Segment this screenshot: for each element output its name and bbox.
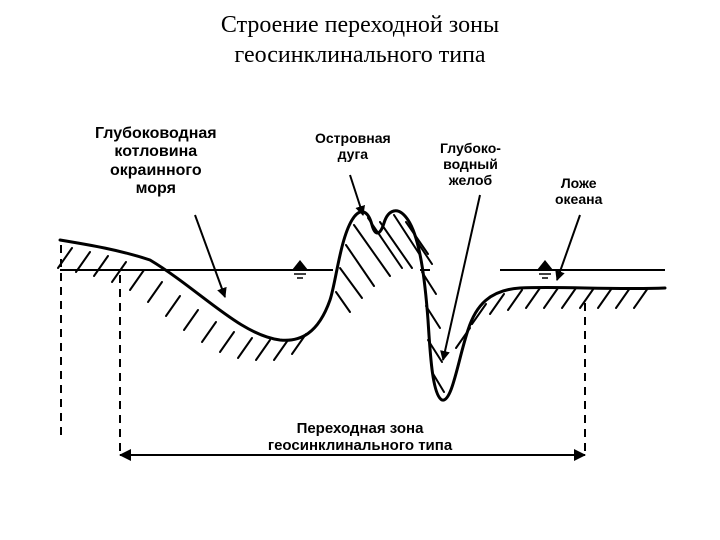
label-transition-zone: Переходная зона геосинклинального типа [195, 420, 525, 455]
diagram-svg [0, 0, 720, 540]
title-line-2: геосинклинального типа [234, 42, 485, 68]
hatch-group [58, 215, 648, 392]
profile-group [60, 211, 665, 400]
title-line-1: Строение переходной зоны [221, 12, 499, 38]
label-trench: Глубоко- водный желоб [440, 140, 501, 188]
label-basin: Глубоководная котловина окраинного моря [95, 125, 217, 199]
label-arc: Островная дуга [315, 130, 391, 162]
label-ocean-bed: Ложе океана [555, 175, 602, 207]
diagram-title: Строение переходной зоны геосинклинально… [0, 10, 720, 70]
